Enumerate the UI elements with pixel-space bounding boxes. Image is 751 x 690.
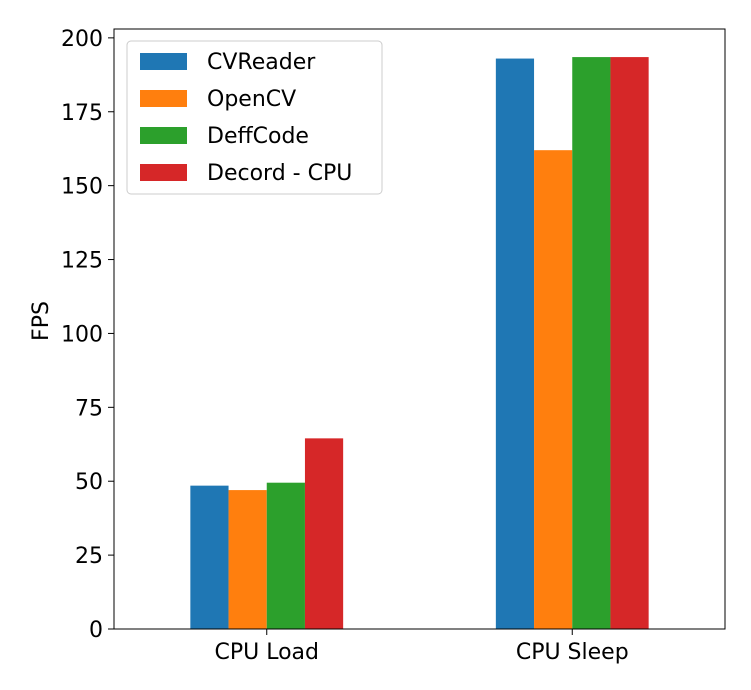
y-tick-label: 200: [61, 27, 103, 52]
bar-deffcode-cpu-load: [266, 482, 305, 629]
bar-decord-cpu-cpu-load: [304, 438, 344, 629]
legend-label: DeffCode: [207, 124, 309, 149]
bar-decord-cpu-cpu-sleep: [610, 57, 649, 630]
legend-label: Decord - CPU: [207, 161, 352, 186]
bar-cvreader-cpu-load: [190, 485, 229, 629]
legend-label: CVReader: [207, 50, 316, 75]
y-tick-label: 125: [61, 249, 103, 274]
x-tick-label: CPU Load: [215, 640, 320, 665]
bar-deffcode-cpu-sleep: [572, 57, 611, 630]
y-axis-label: FPS: [29, 301, 54, 341]
legend: CVReader OpenCV DeffCode Decord - CPU: [126, 40, 383, 195]
y-tick-label: 75: [75, 396, 103, 421]
bar-cvreader-cpu-sleep: [495, 58, 535, 630]
y-tick-label: 100: [61, 322, 103, 347]
legend-swatch: [140, 127, 187, 144]
y-tick-label: 175: [61, 101, 103, 126]
plot-frame: [113, 28, 726, 630]
y-axis-ticks: 0 25 50 75 100 125 150 175 200: [61, 27, 114, 643]
y-tick-label: 0: [89, 618, 103, 643]
x-tick-label: CPU Sleep: [516, 640, 629, 665]
bars-group: [190, 57, 649, 630]
legend-box: [126, 40, 383, 195]
y-tick-label: 50: [75, 470, 103, 495]
y-tick-label: 150: [61, 175, 103, 200]
x-axis-ticks: CPU Load CPU Sleep: [215, 629, 629, 665]
legend-swatch: [140, 53, 187, 70]
bar-opencv-cpu-sleep: [534, 150, 573, 630]
legend-swatch: [140, 164, 187, 181]
legend-label: OpenCV: [207, 87, 296, 112]
bar-opencv-cpu-load: [228, 490, 267, 629]
y-tick-label: 25: [75, 544, 103, 569]
legend-swatch: [140, 90, 187, 107]
